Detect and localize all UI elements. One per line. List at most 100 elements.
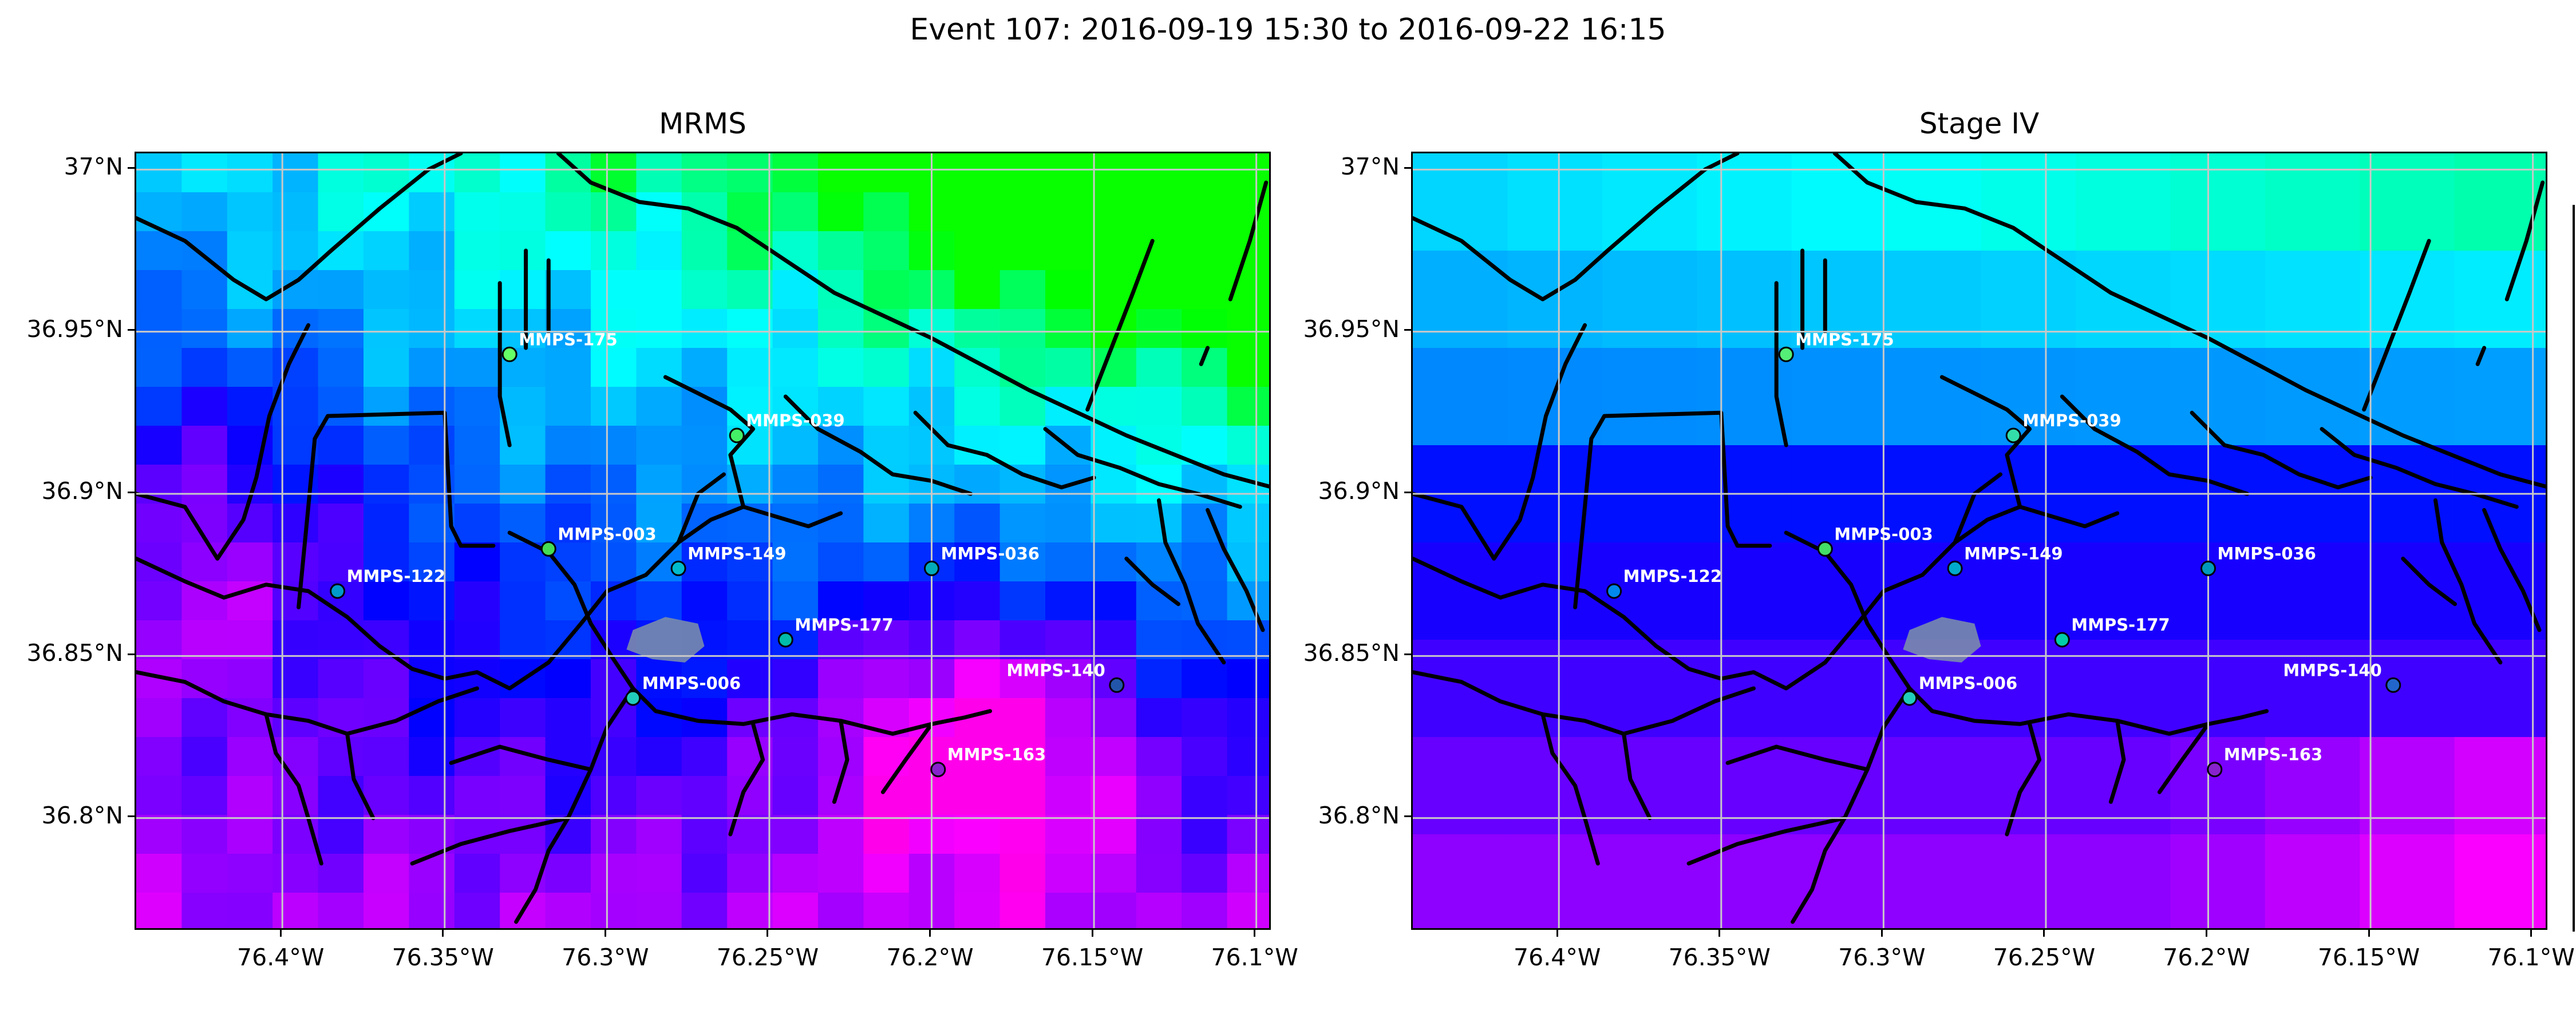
- precip-cell: [181, 192, 228, 232]
- precip-cell: [1413, 348, 1508, 446]
- precip-cell: [364, 270, 409, 310]
- station-label: MMPS-006: [642, 674, 741, 693]
- station-marker[interactable]: [2005, 427, 2021, 443]
- precip-cell: [1091, 192, 1137, 232]
- coastline: [1832, 153, 2546, 489]
- precip-cell: [409, 620, 455, 660]
- precip-cell: [136, 153, 182, 193]
- precip-cell: [772, 737, 819, 777]
- precip-cell: [454, 581, 500, 621]
- precip-cell: [454, 153, 500, 193]
- station-marker[interactable]: [625, 690, 641, 706]
- precip-cell: [2454, 542, 2546, 640]
- precip-cell: [1136, 192, 1182, 232]
- precip-cell: [1981, 834, 2076, 928]
- precip-cell: [591, 815, 637, 854]
- precip-cell: [636, 231, 682, 271]
- station-marker[interactable]: [670, 560, 686, 576]
- precip-cell: [364, 504, 409, 543]
- precip-cell: [727, 659, 773, 699]
- precip-cell: [1886, 737, 1982, 835]
- precip-cell: [1045, 854, 1091, 893]
- station-marker[interactable]: [1109, 677, 1125, 693]
- precip-cell: [772, 659, 819, 699]
- precip-cell: [636, 465, 682, 504]
- station-marker[interactable]: [777, 632, 793, 648]
- station-marker[interactable]: [2385, 677, 2401, 693]
- station-marker[interactable]: [2054, 632, 2070, 648]
- precip-cell: [636, 270, 682, 310]
- precip-cell: [454, 426, 500, 465]
- precip-cell: [318, 426, 364, 465]
- precip-cell: [272, 620, 319, 660]
- precip-cell: [863, 893, 910, 928]
- precip-cell: [272, 192, 319, 232]
- station-label: MMPS-039: [2022, 411, 2121, 430]
- precip-cell: [1227, 893, 1269, 928]
- coastline: [297, 410, 496, 609]
- precip-cell: [954, 231, 1001, 271]
- precip-cell: [818, 465, 864, 504]
- station-marker[interactable]: [540, 541, 556, 557]
- precip-cell: [2170, 542, 2266, 640]
- precip-cell: [454, 854, 500, 893]
- precip-cell: [500, 465, 546, 504]
- precip-cell: [272, 504, 319, 543]
- coastline: [1043, 427, 1242, 509]
- precip-cell: [500, 620, 546, 660]
- station-marker[interactable]: [924, 560, 939, 576]
- precip-cell: [1697, 834, 1792, 928]
- precip-cell: [500, 309, 546, 348]
- precip-cell: [1791, 348, 1887, 446]
- station-marker[interactable]: [2200, 560, 2216, 576]
- precip-cell: [318, 270, 364, 310]
- precip-cell: [954, 854, 1001, 893]
- precip-cell: [1182, 854, 1228, 893]
- precip-cell: [863, 620, 910, 660]
- precip-cell: [181, 231, 228, 271]
- precip-cell: [2075, 542, 2171, 640]
- coastline: [1774, 281, 1788, 447]
- precip-cell: [318, 815, 364, 854]
- precip-cell: [2170, 348, 2266, 446]
- lat-tick-mark: [1404, 653, 1411, 655]
- lon-tick-label: 76.4°W: [237, 944, 325, 971]
- precip-cell: [454, 309, 500, 348]
- precip-cell: [863, 542, 910, 582]
- station-marker[interactable]: [2207, 762, 2223, 778]
- station-marker[interactable]: [930, 762, 946, 778]
- lon-tick-mark: [2206, 930, 2207, 937]
- precip-cell: [409, 348, 455, 387]
- precip-cell: [681, 893, 728, 928]
- lat-tick-mark: [128, 329, 135, 331]
- precip-cell: [772, 426, 819, 465]
- precip-cell: [1886, 251, 1982, 348]
- precip-cell: [2075, 153, 2171, 251]
- station-marker[interactable]: [1947, 560, 1963, 576]
- precip-cell: [1136, 698, 1182, 738]
- coastline: [2401, 556, 2457, 607]
- station-marker[interactable]: [1817, 541, 1833, 557]
- precip-cell: [1182, 153, 1228, 193]
- station-marker[interactable]: [1778, 346, 1794, 362]
- precip-cell: [1697, 542, 1792, 640]
- precip-cell: [999, 504, 1046, 543]
- station-marker[interactable]: [1902, 690, 1918, 706]
- precip-cell: [364, 426, 409, 465]
- precip-cell: [1182, 698, 1228, 738]
- station-marker[interactable]: [1606, 583, 1622, 599]
- precip-cell: [1227, 348, 1269, 387]
- coastline: [497, 281, 512, 447]
- precip-cell: [2265, 640, 2360, 738]
- station-marker[interactable]: [729, 427, 745, 443]
- precip-cell: [1602, 640, 1697, 738]
- lat-tick-label: 37°N: [1340, 153, 1400, 181]
- precip-cell: [1413, 640, 1508, 738]
- precip-cell: [181, 737, 228, 777]
- station-marker[interactable]: [330, 583, 346, 599]
- precip-cell: [863, 815, 910, 854]
- station-marker[interactable]: [501, 346, 517, 362]
- precip-cell: [1091, 581, 1137, 621]
- precip-cell: [954, 542, 1001, 582]
